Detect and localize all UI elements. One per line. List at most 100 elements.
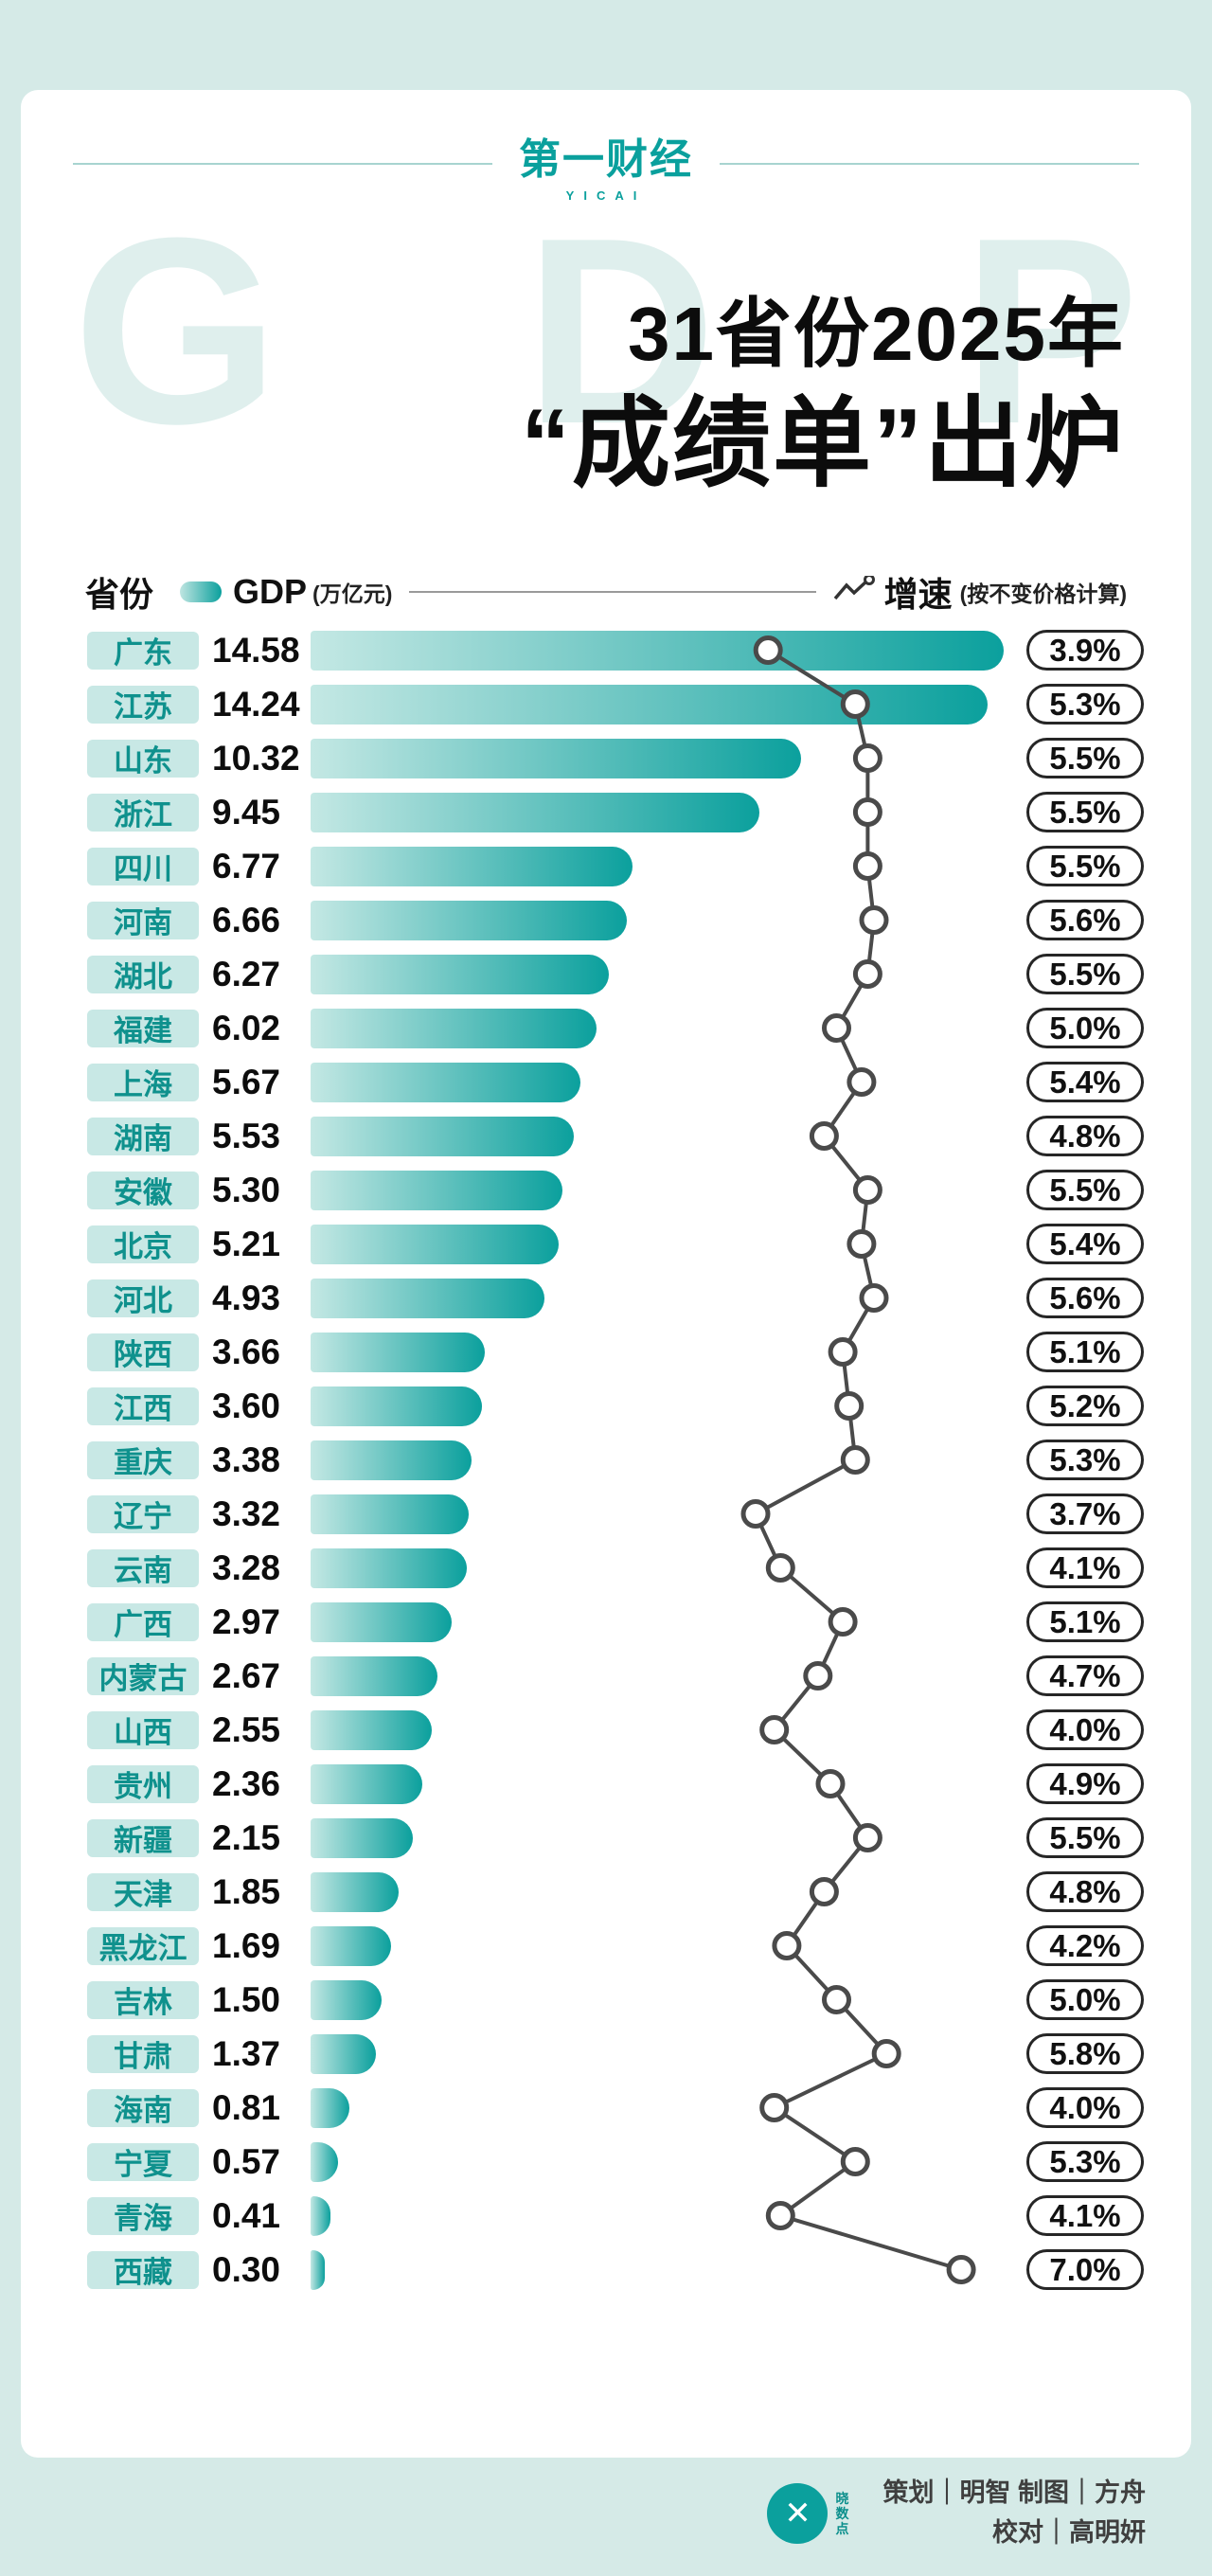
province-badge: 广西	[87, 1602, 199, 1641]
gdp-bar-swatch-icon	[180, 581, 223, 603]
gdp-value: 6.02	[212, 1008, 281, 1047]
province-badge: 上海	[87, 1063, 199, 1101]
province-badge: 黑龙江	[87, 1926, 199, 1965]
chart-row: 黑龙江 1.69 4.2%	[21, 1919, 1191, 1973]
growth-pill: 5.2%	[1026, 1386, 1144, 1427]
chart-row: 西藏 0.30 7.0%	[21, 2243, 1191, 2297]
province-badge: 山东	[87, 739, 199, 778]
chart-row: 辽宁 3.32 3.7%	[21, 1487, 1191, 1541]
legend-growth-label: 增速	[883, 575, 953, 615]
growth-pill: 4.7%	[1026, 1655, 1144, 1697]
chart-row: 上海 5.67 5.4%	[21, 1055, 1191, 1109]
gdp-value: 3.66	[212, 1332, 281, 1371]
gdp-value: 5.30	[212, 1170, 281, 1209]
credits: 策划｜明智 制图｜方舟 校对｜高明妍	[882, 2474, 1146, 2553]
chart-row: 安徽 5.30 5.5%	[21, 1163, 1191, 1217]
gdp-bar	[311, 1547, 467, 1588]
gdp-bar	[311, 1655, 438, 1696]
gdp-bar	[311, 1224, 559, 1264]
gdp-bar	[311, 792, 760, 832]
gdp-bar	[311, 1278, 545, 1318]
legend-province-label: 省份	[85, 575, 154, 615]
legend-divider-line	[409, 591, 816, 594]
gdp-bar	[311, 2087, 349, 2128]
chart-row: 广东 14.58 3.9%	[21, 623, 1191, 677]
province-badge: 安徽	[87, 1171, 199, 1209]
province-badge: 甘肃	[87, 2034, 199, 2073]
province-badge: 重庆	[87, 1440, 199, 1479]
title-block: 31省份2025年 “成绩单”出炉	[21, 290, 1191, 506]
growth-pill: 5.4%	[1026, 1224, 1144, 1265]
title-line1: 31省份2025年	[628, 292, 1125, 376]
yicai-logo-subtext: YICAI	[565, 188, 647, 203]
header-divider-left	[73, 163, 492, 165]
province-badge: 四川	[87, 847, 199, 886]
gdp-bar	[311, 1332, 485, 1372]
chart-row: 吉林 1.50 5.0%	[21, 1973, 1191, 2027]
gdp-bar	[311, 954, 609, 994]
legend-gdp-unit: (万亿元)	[312, 581, 393, 607]
chart-row: 内蒙古 2.67 4.7%	[21, 1649, 1191, 1703]
chart-row: 湖北 6.27 5.5%	[21, 947, 1191, 1001]
province-badge: 西藏	[87, 2250, 199, 2289]
growth-pill: 5.5%	[1026, 954, 1144, 995]
province-badge: 湖北	[87, 955, 199, 993]
province-badge: 广东	[87, 631, 199, 670]
gdp-value: 1.37	[212, 2033, 281, 2073]
yicai-logo: 第一财经 YICAI	[519, 125, 693, 203]
growth-pill: 4.8%	[1026, 1871, 1144, 1913]
growth-pill: 5.0%	[1026, 1008, 1144, 1049]
gdp-value: 2.67	[212, 1655, 281, 1695]
gdp-value: 0.41	[212, 2195, 281, 2235]
chart-row: 浙江 9.45 5.5%	[21, 785, 1191, 839]
chart-row: 甘肃 1.37 5.8%	[21, 2027, 1191, 2081]
province-badge: 辽宁	[87, 1494, 199, 1533]
chart-row: 湖南 5.53 4.8%	[21, 1109, 1191, 1163]
gdp-value: 3.38	[212, 1440, 281, 1479]
gdp-value: 14.24	[212, 684, 300, 724]
growth-pill: 5.6%	[1026, 900, 1144, 941]
growth-pill: 5.1%	[1026, 1601, 1144, 1643]
gdp-value: 14.58	[212, 630, 300, 670]
gdp-value: 5.21	[212, 1224, 281, 1263]
growth-pill: 7.0%	[1026, 2249, 1144, 2291]
gdp-bar	[311, 1494, 469, 1534]
province-badge: 宁夏	[87, 2142, 199, 2181]
gdp-value: 2.97	[212, 1601, 281, 1641]
legend-row: 省份 GDP (万亿元) 增速 (按不变价格计算)	[21, 568, 1191, 616]
gdp-value: 6.27	[212, 954, 281, 993]
gdp-bar	[311, 1763, 423, 1804]
gdp-value: 2.55	[212, 1709, 281, 1749]
province-badge: 福建	[87, 1009, 199, 1047]
gdp-bar	[311, 2141, 338, 2182]
chart-row: 北京 5.21 5.4%	[21, 1217, 1191, 1271]
gdp-value: 10.32	[212, 738, 300, 778]
chart-row: 云南 3.28 4.1%	[21, 1541, 1191, 1595]
legend-growth-note: (按不变价格计算)	[959, 581, 1127, 607]
gdp-bar	[311, 1440, 472, 1480]
province-badge: 新疆	[87, 1818, 199, 1857]
gdp-value: 2.15	[212, 1817, 281, 1857]
gdp-bar	[311, 2249, 326, 2290]
province-badge: 天津	[87, 1872, 199, 1911]
growth-pill: 5.1%	[1026, 1332, 1144, 1373]
growth-pill: 5.5%	[1026, 792, 1144, 833]
growth-pill: 4.1%	[1026, 1547, 1144, 1589]
yicai-logo-text: 第一财经	[519, 136, 693, 183]
growth-pill: 5.4%	[1026, 1062, 1144, 1103]
chart-row: 江西 3.60 5.2%	[21, 1379, 1191, 1433]
chart-row: 天津 1.85 4.8%	[21, 1865, 1191, 1919]
chart-row: 江苏 14.24 5.3%	[21, 677, 1191, 731]
chart-row: 重庆 3.38 5.3%	[21, 1433, 1191, 1487]
gdp-value: 6.77	[212, 846, 281, 886]
gdp-bar	[311, 846, 633, 886]
growth-pill: 4.0%	[1026, 2087, 1144, 2129]
growth-pill: 5.5%	[1026, 1817, 1144, 1859]
gdp-value: 4.93	[212, 1278, 281, 1317]
growth-pill: 3.9%	[1026, 630, 1144, 671]
province-badge: 江西	[87, 1386, 199, 1425]
growth-pill: 5.3%	[1026, 1440, 1144, 1481]
gdp-value: 5.67	[212, 1062, 281, 1101]
gdp-bar	[311, 2195, 330, 2236]
gdp-bar	[311, 1116, 574, 1156]
